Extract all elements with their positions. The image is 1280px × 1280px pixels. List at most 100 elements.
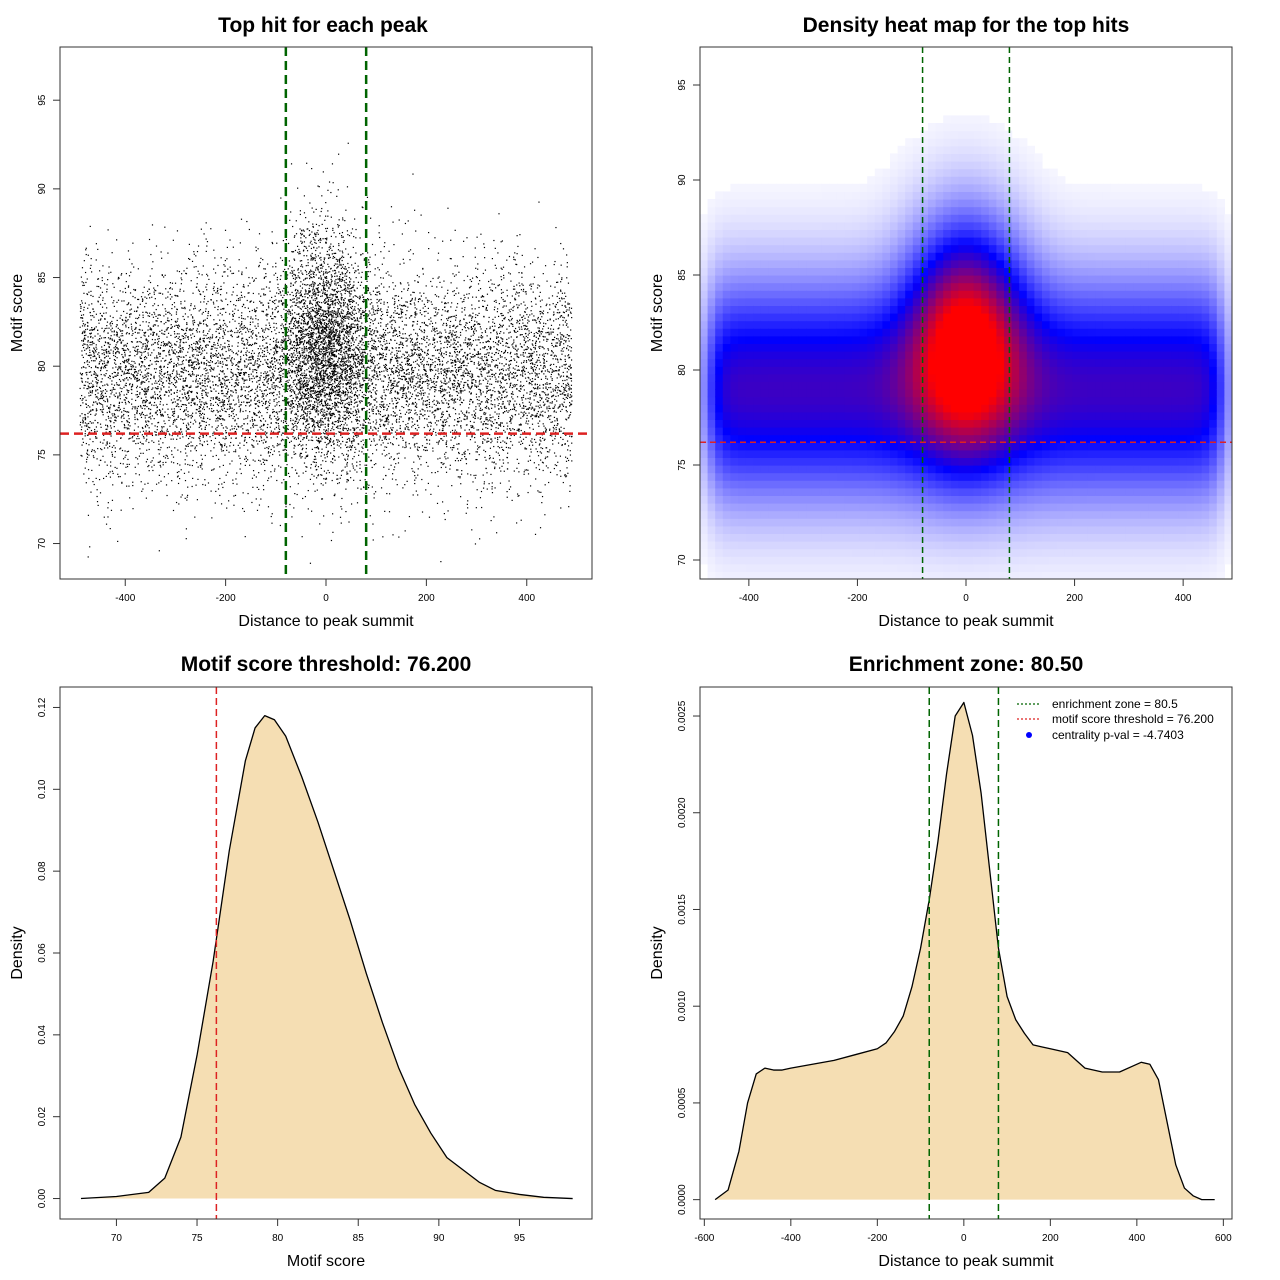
scatter-point: [426, 375, 429, 377]
scatter-point: [426, 354, 428, 356]
scatter-point: [295, 349, 298, 351]
scatter-point: [142, 321, 144, 323]
scatter-point: [554, 390, 557, 392]
scatter-point: [114, 451, 116, 453]
scatter-point: [288, 367, 290, 370]
scatter-point: [296, 371, 299, 373]
scatter-point: [260, 372, 262, 374]
scatter-point: [167, 311, 169, 314]
scatter-point: [333, 394, 336, 397]
scatter-point: [139, 405, 142, 407]
scatter-point: [416, 313, 418, 315]
scatter-point: [536, 359, 539, 361]
scatter-point: [308, 330, 310, 332]
scatter-point: [377, 345, 379, 348]
scatter-point: [107, 507, 109, 509]
scatter-point: [283, 398, 286, 400]
scatter-point: [159, 314, 161, 316]
scatter-point: [224, 329, 227, 331]
scatter-point: [173, 385, 176, 387]
scatter-point: [428, 439, 431, 441]
scatter-point: [380, 396, 382, 398]
scatter-point: [96, 285, 98, 288]
scatter-point: [336, 287, 339, 289]
scatter-point: [289, 338, 291, 341]
scatter-point: [302, 250, 305, 252]
scatter-point: [403, 392, 405, 395]
scatter-point: [315, 312, 317, 314]
scatter-point: [290, 163, 293, 165]
scatter-point: [413, 444, 416, 446]
scatter-point: [314, 283, 316, 285]
scatter-point: [156, 320, 158, 322]
scatter-point: [257, 360, 259, 362]
scatter-point: [337, 478, 339, 480]
scatter-point: [410, 417, 413, 419]
scatter-point: [143, 331, 145, 334]
scatter-point: [469, 398, 472, 401]
scatter-point: [113, 359, 116, 361]
scatter-point: [448, 332, 450, 334]
scatter-point: [317, 379, 319, 381]
scatter-point: [445, 419, 447, 421]
scatter-point: [201, 347, 204, 349]
scatter-point: [334, 350, 336, 352]
scatter-point: [164, 308, 166, 310]
scatter-point: [94, 428, 96, 431]
scatter-point: [231, 362, 233, 364]
scatter-point: [405, 324, 408, 326]
scatter-point: [203, 356, 205, 358]
scatter-point: [196, 277, 198, 279]
scatter-point: [561, 353, 563, 355]
scatter-point: [386, 347, 388, 350]
scatter-point: [330, 380, 332, 382]
scatter-point: [562, 438, 564, 441]
scatter-point: [215, 336, 218, 338]
scatter-point: [297, 368, 299, 370]
scatter-point: [318, 369, 320, 371]
scatter-point: [146, 290, 149, 292]
scatter-point: [465, 356, 467, 358]
scatter-point: [145, 379, 147, 381]
scatter-point: [188, 344, 190, 347]
scatter-point: [334, 333, 336, 336]
scatter-point: [392, 297, 394, 299]
scatter-point: [517, 379, 519, 381]
scatter-point: [348, 349, 350, 351]
scatter-point: [282, 347, 284, 349]
scatter-point: [264, 401, 267, 403]
scatter-point: [333, 443, 335, 445]
scatter-point: [454, 265, 456, 267]
scatter-point: [176, 370, 178, 372]
scatter-point: [143, 390, 145, 392]
scatter-point: [427, 385, 429, 387]
scatter-point: [328, 361, 330, 364]
scatter-point: [209, 436, 211, 438]
scatter-point: [395, 367, 397, 369]
scatter-point: [131, 341, 134, 343]
scatter-point: [391, 347, 393, 349]
scatter-point: [516, 235, 518, 237]
scatter-point: [468, 453, 471, 455]
scatter-point: [539, 331, 541, 333]
scatter-point: [332, 321, 334, 323]
scatter-point: [86, 388, 88, 390]
scatter-point: [176, 351, 178, 353]
scatter-point: [346, 382, 348, 385]
scatter-point: [351, 323, 353, 325]
scatter-point: [99, 387, 102, 389]
scatter-point: [320, 467, 322, 469]
scatter-point: [127, 359, 130, 361]
scatter-point: [171, 372, 173, 375]
scatter-point: [265, 372, 267, 374]
scatter-point: [505, 363, 507, 365]
scatter-point: [363, 407, 365, 409]
scatter-point: [84, 343, 86, 345]
scatter-point: [329, 336, 332, 338]
scatter-point: [175, 425, 177, 427]
scatter-point: [191, 414, 193, 416]
scatter-point: [328, 387, 330, 389]
scatter-point: [355, 372, 357, 375]
scatter-point: [118, 352, 120, 354]
scatter-point: [316, 298, 318, 300]
